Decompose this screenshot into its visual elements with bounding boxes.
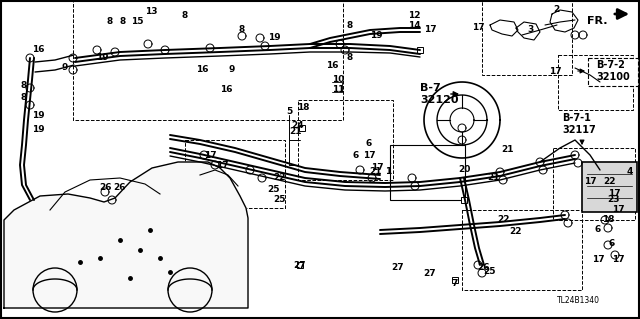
Text: 16: 16 xyxy=(220,85,232,94)
Text: 8: 8 xyxy=(21,93,27,101)
Text: 27: 27 xyxy=(392,263,404,272)
Text: 19: 19 xyxy=(370,31,382,40)
Text: B-7: B-7 xyxy=(420,83,441,93)
Text: 23: 23 xyxy=(608,196,620,204)
Text: 5: 5 xyxy=(286,107,292,115)
Text: 9: 9 xyxy=(62,63,68,72)
Text: 32117: 32117 xyxy=(562,125,596,135)
Text: 19: 19 xyxy=(32,125,44,135)
Text: 8: 8 xyxy=(120,18,126,26)
Text: 8: 8 xyxy=(107,18,113,26)
Text: 11: 11 xyxy=(332,85,344,94)
Text: 15: 15 xyxy=(131,18,143,26)
Text: 6: 6 xyxy=(366,138,372,147)
Text: 14: 14 xyxy=(408,20,420,29)
Text: 18: 18 xyxy=(297,103,309,113)
Text: 12: 12 xyxy=(408,11,420,19)
Text: B-7-1: B-7-1 xyxy=(562,113,591,123)
Text: 17: 17 xyxy=(584,177,596,187)
Text: 6: 6 xyxy=(353,151,359,160)
Text: 17: 17 xyxy=(204,151,216,160)
Bar xyxy=(297,262,303,268)
Text: 17: 17 xyxy=(363,151,375,160)
Bar xyxy=(298,100,393,180)
Text: 21: 21 xyxy=(502,145,515,154)
Text: 19: 19 xyxy=(32,110,44,120)
Text: 17: 17 xyxy=(371,164,383,173)
Bar xyxy=(558,55,633,110)
Bar xyxy=(482,0,572,75)
Text: 25: 25 xyxy=(274,196,286,204)
Text: 19: 19 xyxy=(96,54,108,63)
Text: 25: 25 xyxy=(268,186,280,195)
Text: 22: 22 xyxy=(274,174,286,182)
Bar xyxy=(452,277,458,283)
Text: 19: 19 xyxy=(268,33,280,42)
Text: 16: 16 xyxy=(326,61,339,70)
Text: 32100: 32100 xyxy=(596,72,630,82)
Text: 9: 9 xyxy=(229,65,235,75)
Text: 26: 26 xyxy=(114,183,126,192)
Text: 8: 8 xyxy=(21,81,27,91)
Text: 18: 18 xyxy=(602,216,614,225)
Text: 17: 17 xyxy=(612,205,624,214)
Bar xyxy=(417,47,423,53)
Text: 26: 26 xyxy=(477,263,490,272)
Text: 17: 17 xyxy=(592,256,604,264)
Text: 13: 13 xyxy=(145,8,157,17)
Text: 1: 1 xyxy=(385,167,391,176)
Text: 25: 25 xyxy=(484,268,496,277)
Text: 22: 22 xyxy=(509,227,522,236)
Text: 32120: 32120 xyxy=(420,95,458,105)
Polygon shape xyxy=(4,162,248,308)
Bar xyxy=(582,162,637,212)
Text: 3: 3 xyxy=(527,26,533,34)
Text: 4: 4 xyxy=(627,167,633,176)
Text: 16: 16 xyxy=(196,65,208,75)
Text: 2: 2 xyxy=(553,5,559,14)
Text: 17: 17 xyxy=(424,26,436,34)
Text: 21: 21 xyxy=(290,128,302,137)
Text: 16: 16 xyxy=(32,46,44,55)
Bar xyxy=(299,125,305,131)
Text: 7: 7 xyxy=(452,278,458,287)
Text: B-7-2: B-7-2 xyxy=(596,60,625,70)
Text: FR.: FR. xyxy=(586,16,607,26)
Text: 17: 17 xyxy=(472,24,484,33)
Text: 21: 21 xyxy=(370,167,382,176)
Bar xyxy=(588,58,638,86)
Text: 6: 6 xyxy=(595,226,601,234)
Text: 8: 8 xyxy=(347,54,353,63)
Text: 22: 22 xyxy=(604,177,616,187)
Text: 6: 6 xyxy=(609,240,615,249)
Bar xyxy=(185,140,285,208)
Text: 26: 26 xyxy=(100,183,112,192)
Bar xyxy=(73,0,343,120)
Bar xyxy=(553,148,635,220)
Text: 10: 10 xyxy=(332,76,344,85)
Text: 8: 8 xyxy=(182,11,188,20)
Text: 17: 17 xyxy=(216,160,228,169)
Text: 8: 8 xyxy=(239,25,245,33)
Text: 24: 24 xyxy=(292,122,304,130)
Text: 17: 17 xyxy=(608,189,620,198)
Text: 20: 20 xyxy=(458,166,470,174)
Text: 17: 17 xyxy=(548,68,561,77)
Text: 27: 27 xyxy=(424,270,436,278)
Text: 22: 22 xyxy=(498,216,510,225)
Bar xyxy=(390,145,465,200)
Text: 21: 21 xyxy=(488,174,500,182)
Text: 17: 17 xyxy=(612,256,624,264)
Text: 27: 27 xyxy=(294,261,307,270)
Text: TL24B1340: TL24B1340 xyxy=(557,296,600,305)
Bar xyxy=(461,197,467,203)
Bar xyxy=(462,210,582,290)
Text: 8: 8 xyxy=(347,20,353,29)
